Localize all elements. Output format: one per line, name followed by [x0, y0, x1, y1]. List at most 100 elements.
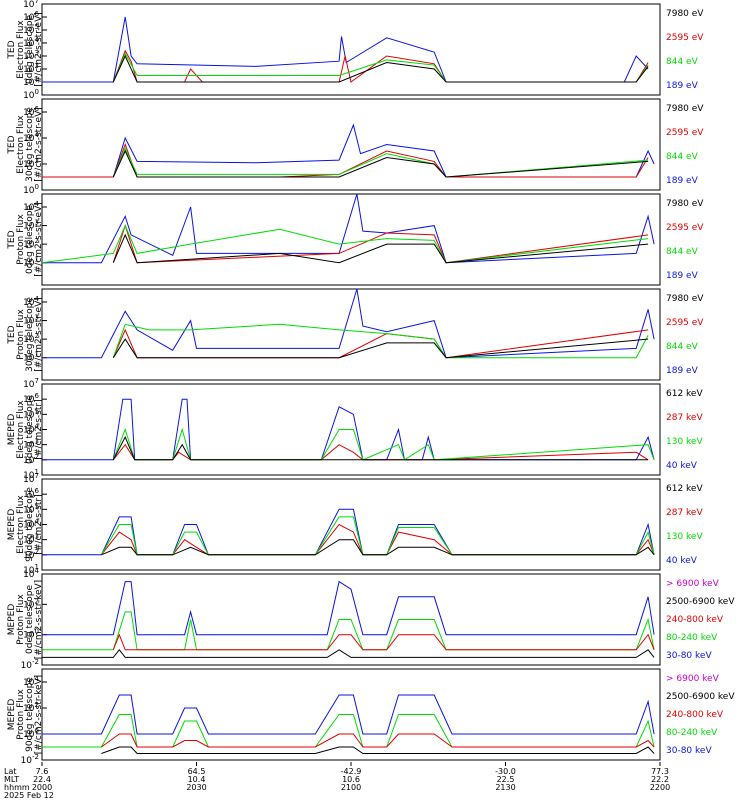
legend-entry: 7980 eV — [666, 294, 704, 304]
ylabel-line: [#/cm2-s-str-keV] — [34, 580, 44, 659]
ytick-label: 104 — [23, 131, 39, 144]
series-line-green — [42, 611, 655, 651]
series-line-green — [100, 516, 655, 556]
ytick-label: 105 — [23, 407, 39, 420]
series-line-red — [112, 633, 655, 651]
ylabel-line: Proton Flux — [16, 689, 26, 740]
legend-entry: 189 eV — [666, 176, 699, 186]
legend-entry: 844 eV — [666, 342, 699, 352]
time-tick-label: 22.4 — [33, 775, 51, 784]
ylabel-line: Electron Flux — [16, 400, 26, 459]
ylabel-line: [#/cm2-s-str-eV] — [34, 12, 44, 87]
ylabel-line: 0deg telescope — [25, 585, 35, 655]
ylabel-line: [#/cm2-s-str-eV] — [34, 107, 44, 182]
legend-entry: > 6900 keV — [666, 579, 720, 589]
ytick-label: 104 — [23, 518, 39, 531]
legend-entry: > 6900 keV — [666, 674, 720, 684]
time-tick-label: 22.2 — [651, 775, 669, 784]
time-tick-label: 77.3 — [651, 767, 669, 776]
ytick-label: 102 — [23, 701, 39, 714]
legend-entry: 7980 eV — [666, 9, 704, 19]
panel-8: 10-2 100 102 104 MEPED Proton Flux 90deg teles… — [7, 668, 735, 766]
panel-frame — [41, 3, 661, 96]
legend-entry: 2595 eV — [666, 318, 704, 328]
series-line-black — [112, 233, 649, 264]
panel-4: 101 102 103 104 TED Proton Flux 30deg telescop… — [7, 288, 704, 381]
ylabel-line: Electron Flux — [16, 495, 26, 554]
ytick-label: 10-2 — [21, 753, 39, 766]
panel-frame — [41, 573, 661, 666]
series-line-blue — [42, 398, 655, 461]
legend-entry: 612 keV — [666, 484, 703, 494]
panel-7: 10-2 100 102 104 MEPED Proton Flux 0deg telesc… — [7, 567, 735, 671]
legend-entry: 2595 eV — [666, 223, 704, 233]
footer-row-label: Lat — [4, 767, 17, 776]
ylabel-line: 30deg telescope — [25, 107, 35, 182]
legend-entry: 7980 eV — [666, 104, 704, 114]
time-tick-label: -30.0 — [495, 767, 516, 776]
time-tick-label: 2100 — [341, 783, 361, 792]
series-line-blue — [42, 288, 655, 359]
ylabel-line: MEPED — [7, 604, 17, 636]
legend-entry: 240-800 keV — [666, 710, 724, 720]
ylabel-line: TED — [7, 230, 17, 249]
series-line-green — [112, 427, 655, 461]
ytick-label: 102 — [23, 237, 39, 250]
legend-entry: 844 eV — [666, 57, 699, 67]
ylabel-line: Proton Flux — [16, 594, 26, 645]
ytick-label: 101 — [23, 351, 39, 364]
ylabel-line: [#/cm2-s-str-eV] — [34, 297, 44, 372]
ytick-label: 106 — [23, 392, 39, 405]
time-tick-label: 22.5 — [497, 775, 515, 784]
ytick-label: 101 — [23, 468, 39, 481]
legend-entry: 80-240 keV — [666, 728, 718, 738]
ytick-label: 107 — [23, 472, 39, 485]
footer-row-label: 2025 Feb 12 — [4, 791, 54, 800]
ylabel-line: MEPED — [7, 699, 17, 731]
time-tick-label: 2000 — [32, 783, 52, 792]
panel-5: 101 102 103 104 105 106 107 MEPED Electron Flux 0… — [7, 377, 703, 481]
series-line-black — [112, 54, 649, 83]
ytick-label: 102 — [23, 597, 39, 610]
ytick-label: 103 — [23, 533, 39, 546]
time-tick-label: -42.9 — [341, 767, 362, 776]
time-tick-label: 64.5 — [188, 767, 206, 776]
legend-entry: 130 keV — [666, 437, 703, 447]
panel-2: 100 102 104 106 TED Electron Flux 30deg telesc… — [7, 98, 704, 196]
footer-row-label: MLT — [4, 775, 19, 784]
ytick-label: 104 — [23, 36, 39, 49]
ylabel-line: 90deg telescope — [25, 487, 35, 562]
series-line-red — [112, 49, 649, 83]
ylabel-line: 90deg telescope — [25, 677, 35, 752]
ylabel-line: Electron Flux — [16, 20, 26, 79]
legend-entry: 130 keV — [666, 532, 703, 542]
legend-entry: 612 keV — [666, 389, 703, 399]
ytick-label: 104 — [23, 567, 39, 580]
time-tick-label: 2130 — [495, 783, 515, 792]
legend-entry: 189 eV — [666, 271, 699, 281]
ytick-label: 102 — [23, 332, 39, 345]
series-line-blue — [42, 694, 655, 735]
series-line-black — [112, 338, 649, 359]
ylabel-line: 0deg telescope — [25, 395, 35, 465]
series-line-black — [112, 435, 649, 461]
series-line-green — [112, 323, 649, 359]
ytick-label: 100 — [23, 183, 39, 196]
ytick-label: 103 — [23, 49, 39, 62]
panel-3: 101 102 103 104 TED Proton Flux 0deg telescope… — [7, 193, 704, 286]
ytick-label: 103 — [23, 438, 39, 451]
ytick-label: 106 — [23, 10, 39, 23]
ytick-label: 106 — [23, 487, 39, 500]
ylabel-line: MEPED — [7, 509, 17, 541]
ylabel-line: 0deg telescope — [25, 205, 35, 275]
time-tick-label: 10.6 — [342, 775, 360, 784]
panel-frame — [41, 98, 661, 191]
legend-entry: 40 keV — [666, 556, 698, 566]
ytick-label: 101 — [23, 256, 39, 269]
ylabel-line: [#/cm2-s-str] — [34, 494, 44, 554]
